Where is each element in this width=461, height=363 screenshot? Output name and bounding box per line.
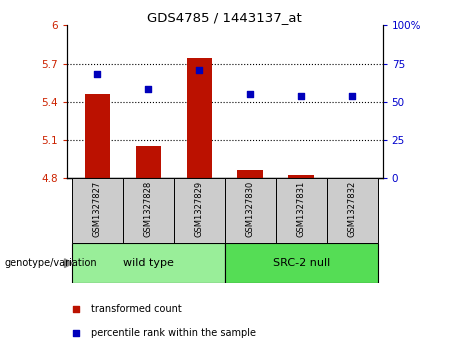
Bar — [289, 175, 314, 178]
Point — [73, 330, 80, 336]
Point — [297, 93, 305, 98]
Bar — [72, 178, 123, 243]
Point — [94, 71, 101, 77]
Text: GSM1327830: GSM1327830 — [246, 181, 255, 237]
Text: GSM1327829: GSM1327829 — [195, 181, 204, 237]
Point — [73, 306, 80, 312]
Bar — [72, 243, 225, 283]
Bar — [123, 178, 174, 243]
Bar — [225, 178, 276, 243]
Text: GSM1327832: GSM1327832 — [348, 181, 356, 237]
Point — [247, 91, 254, 97]
Text: transformed count: transformed count — [90, 304, 181, 314]
Bar — [187, 58, 212, 178]
Text: GSM1327827: GSM1327827 — [93, 181, 102, 237]
Bar — [237, 170, 263, 178]
Bar — [85, 94, 110, 178]
Point — [195, 67, 203, 73]
Text: percentile rank within the sample: percentile rank within the sample — [90, 328, 255, 338]
Bar — [225, 243, 378, 283]
Text: SRC-2 null: SRC-2 null — [272, 258, 330, 268]
Bar — [136, 146, 161, 178]
Text: wild type: wild type — [123, 258, 174, 268]
Text: GSM1327831: GSM1327831 — [296, 181, 306, 237]
Title: GDS4785 / 1443137_at: GDS4785 / 1443137_at — [148, 11, 302, 24]
Bar — [276, 178, 326, 243]
Point — [349, 93, 356, 98]
Bar — [174, 178, 225, 243]
Text: genotype/variation: genotype/variation — [5, 258, 97, 268]
Point — [145, 86, 152, 92]
Text: GSM1327828: GSM1327828 — [144, 181, 153, 237]
Bar — [326, 178, 378, 243]
